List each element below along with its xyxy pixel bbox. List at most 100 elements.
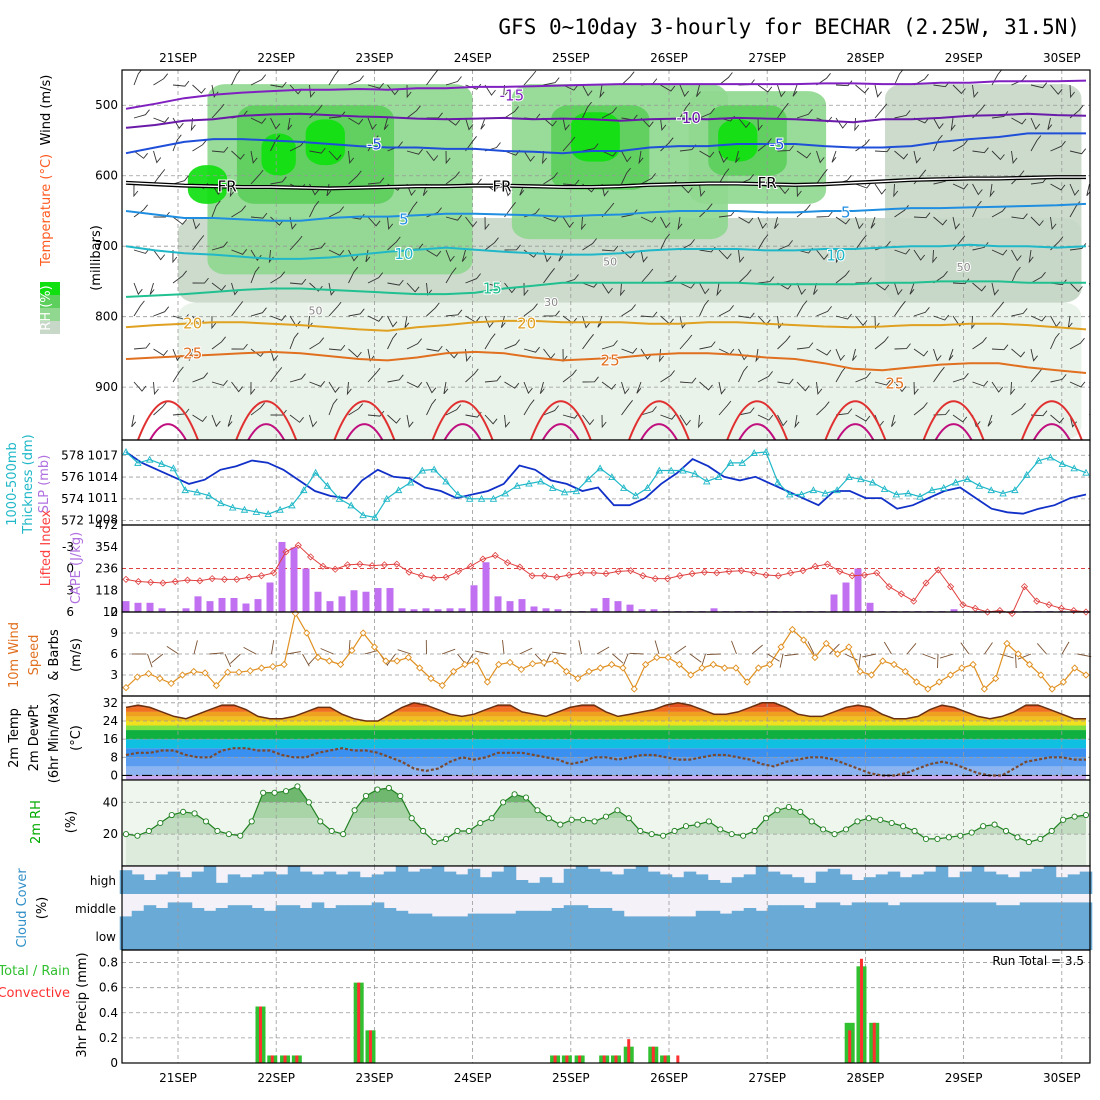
- wind-barb: [894, 300, 906, 317]
- cloud-high-cell: [551, 882, 565, 894]
- cloud-low-cell: [263, 922, 277, 950]
- cape-bar: [518, 599, 526, 612]
- y-tick-label: 0: [110, 768, 118, 782]
- cloud-middle-cell: [287, 905, 301, 922]
- cape-bar: [206, 601, 214, 612]
- cloud-label: Cloud Cover: [15, 868, 30, 948]
- x-tick-label-top: 24SEP: [454, 51, 492, 65]
- cloud-low-cell: [995, 922, 1009, 950]
- wind-barb: [1030, 216, 1044, 227]
- wind-barb: [679, 414, 691, 426]
- wind-barb: [172, 314, 189, 320]
- isotherm-arc: [628, 400, 690, 440]
- wind-barb: [1050, 216, 1057, 231]
- wind-barb: [504, 106, 519, 119]
- rh-marker: [454, 827, 461, 835]
- cloud-high-cell: [635, 866, 649, 894]
- rh-marker: [842, 826, 850, 833]
- rh-marker: [180, 808, 187, 815]
- thickness-marker: [904, 489, 912, 497]
- x-tick-label-bottom: 22SEP: [257, 1071, 295, 1085]
- thickness-marker: [738, 458, 747, 466]
- wind-barb: [309, 242, 326, 251]
- thickness-marker: [726, 458, 735, 466]
- wind-barb-10m: [193, 640, 198, 655]
- li-marker: [270, 569, 278, 577]
- thickness-marker: [667, 466, 675, 474]
- cloud-low-cell: [647, 922, 661, 950]
- li-marker: [1020, 583, 1029, 591]
- cloud-high-cell: [443, 871, 457, 894]
- rh-marker: [488, 815, 495, 822]
- temp-band: [126, 725, 1086, 731]
- y-tick-label: 900: [95, 380, 118, 394]
- thickness-marker: [169, 464, 178, 472]
- wind-barb: [952, 84, 966, 95]
- cloud-middle-cell: [947, 902, 961, 922]
- li-marker: [860, 571, 869, 579]
- li-marker: [823, 560, 832, 568]
- wind-barb: [328, 206, 345, 218]
- cloud-high-cell: [335, 874, 349, 894]
- wind-speed-marker: [495, 660, 503, 669]
- li-marker: [602, 570, 610, 578]
- wind-barb: [133, 204, 148, 218]
- cloud-low-cell: [611, 922, 625, 950]
- cloud-low-cell: [887, 922, 901, 950]
- cloud-low-cell: [1043, 922, 1057, 950]
- wind-barb: [601, 414, 607, 429]
- cloud-middle-cell: [851, 902, 865, 922]
- wind-barb: [484, 315, 494, 328]
- cape-bar: [602, 597, 610, 612]
- precip-convective-bar: [357, 982, 361, 1063]
- wind-barb: [309, 414, 318, 428]
- wind-barb: [562, 84, 579, 91]
- cloud-high-cell: [719, 882, 733, 894]
- wind-barb: [270, 271, 286, 284]
- thickness-marker: [477, 494, 486, 502]
- rh-marker: [980, 823, 987, 830]
- isotherm-label: 10: [826, 246, 845, 264]
- wind-barb: [387, 315, 398, 328]
- li-marker: [220, 575, 229, 583]
- cloud-middle-cell: [443, 916, 457, 922]
- isotherm-arc: [922, 400, 985, 440]
- wind-barb: [1069, 148, 1087, 155]
- wind-barb: [640, 348, 652, 360]
- cloud-high-cell: [263, 871, 277, 894]
- wind-barb: [367, 82, 384, 89]
- wind-speed-marker: [924, 685, 932, 693]
- cloud-high-cell: [407, 871, 421, 894]
- cape-bar: [158, 608, 166, 612]
- cloud-middle-cell: [167, 902, 181, 922]
- wind-speed-marker: [980, 685, 988, 693]
- wind-speed-marker: [1048, 685, 1056, 693]
- rh-marker: [305, 799, 312, 806]
- thickness-marker: [1011, 486, 1019, 494]
- wind-barb: [426, 302, 440, 317]
- wind-speed-marker: [766, 660, 774, 669]
- wind-barb: [367, 272, 384, 284]
- wind-barb: [1011, 266, 1021, 284]
- wind-speed-marker: [257, 664, 266, 672]
- cloud-high-cell: [587, 868, 601, 894]
- wind-barb: [1011, 213, 1028, 220]
- cloud-middle-cell: [407, 913, 421, 922]
- cloud-low-cell: [419, 922, 433, 950]
- wind-barb: [445, 76, 462, 86]
- wind-barb: [601, 381, 617, 390]
- wind-barb: [1069, 201, 1081, 218]
- cloud-low-cell: [923, 922, 937, 950]
- wind-barb-10m: [1036, 643, 1047, 655]
- isotherm-arc-inner: [345, 423, 384, 440]
- cloud-low-cell: [731, 922, 745, 950]
- cloud-high-cell: [983, 871, 997, 894]
- wind-speed-marker: [416, 664, 424, 672]
- cloud-middle-cell: [755, 910, 769, 922]
- wind-barb: [757, 234, 769, 251]
- wind-barb: [328, 111, 346, 119]
- li-marker: [750, 569, 758, 577]
- li-marker: [307, 553, 315, 561]
- cape-bar: [542, 608, 550, 612]
- isotherm-arc-inner: [149, 423, 187, 440]
